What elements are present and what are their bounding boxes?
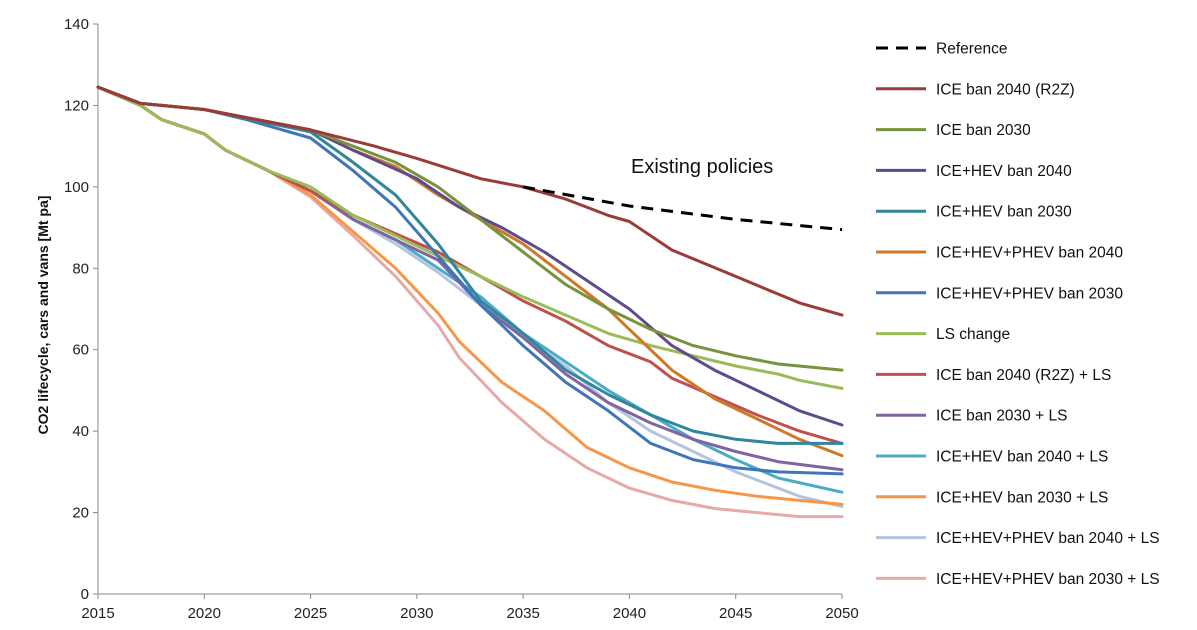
legend-item: ICE+HEV ban 2030: [876, 204, 1072, 221]
legend-item: ICE+HEV+PHEV ban 2040 + LS: [876, 530, 1160, 547]
y-tick-label: 40: [72, 423, 89, 440]
x-tick-label: 2045: [719, 605, 752, 622]
legend-label: ICE+HEV+PHEV ban 2040: [936, 245, 1123, 262]
legend-label: ICE ban 2030 + LS: [936, 408, 1067, 425]
series-line-6: [96, 85, 844, 476]
series-line-9: [96, 85, 844, 472]
series-layer: [96, 85, 844, 519]
legend-label: ICE ban 2030: [936, 122, 1031, 139]
legend-item: ICE+HEV+PHEV ban 2030: [876, 285, 1123, 302]
legend-item: ICE+HEV+PHEV ban 2040: [876, 245, 1123, 262]
series-line-7: [96, 85, 844, 390]
series-line-8: [96, 85, 844, 445]
legend-label: ICE ban 2040 (R2Z) + LS: [936, 367, 1111, 384]
series-line-1: [96, 85, 844, 317]
y-tick-label: 0: [81, 586, 89, 603]
y-tick-label: 20: [72, 505, 89, 522]
legend-label: ICE+HEV ban 2030: [936, 204, 1072, 221]
legend-item: ICE+HEV ban 2040: [876, 163, 1072, 180]
x-tick-label: 2015: [81, 605, 114, 622]
annotation-existing-policies: Existing policies: [631, 156, 773, 178]
legend-label: ICE+HEV ban 2030 + LS: [936, 489, 1108, 506]
series-line-12: [96, 85, 844, 508]
legend-item: ICE+HEV ban 2040 + LS: [876, 449, 1108, 466]
legend-label: ICE+HEV+PHEV ban 2030 + LS: [936, 571, 1160, 588]
y-tick-label: 80: [72, 260, 89, 277]
legend-item: ICE ban 2040 (R2Z): [876, 81, 1075, 98]
legend-item: ICE ban 2030 + LS: [876, 408, 1067, 425]
x-tick-label: 2030: [400, 605, 433, 622]
series-line-4: [96, 85, 844, 445]
legend-item: ICE+HEV ban 2030 + LS: [876, 489, 1108, 506]
legend-item: ICE+HEV+PHEV ban 2030 + LS: [876, 571, 1160, 588]
series-line-0: [522, 185, 843, 232]
y-tick-label: 100: [64, 179, 89, 196]
y-axis-title: CO2 lifecycle, cars and vans [Mt pa]: [35, 196, 51, 435]
legend-item: ICE ban 2040 (R2Z) + LS: [876, 367, 1111, 384]
y-axis-label: CO2 lifecycle, cars and vans [Mt pa]: [35, 196, 51, 435]
legend-item: Reference: [876, 41, 1008, 58]
legend-label: ICE+HEV+PHEV ban 2030: [936, 285, 1123, 302]
x-tick-label: 2025: [294, 605, 327, 622]
series-line-13: [96, 85, 844, 519]
x-tick-label: 2020: [188, 605, 221, 622]
legend-item: LS change: [876, 326, 1010, 343]
legend-label: LS change: [936, 326, 1010, 343]
legend-label: Reference: [936, 41, 1008, 58]
series-line-2: [96, 85, 844, 372]
legend-label: ICE+HEV ban 2040 + LS: [936, 449, 1108, 466]
legend-item: ICE ban 2030: [876, 122, 1031, 139]
legend-label: ICE+HEV ban 2040: [936, 163, 1072, 180]
y-tick-label: 120: [64, 97, 89, 114]
x-tick-label: 2035: [506, 605, 539, 622]
x-tick-label: 2040: [613, 605, 646, 622]
legend-label: ICE ban 2040 (R2Z): [936, 81, 1075, 98]
y-tick-label: 60: [72, 342, 89, 359]
legend: Reference ICE ban 2040 (R2Z) ICE ban 2030 I…: [876, 41, 1160, 588]
x-tick-label: 2050: [825, 605, 858, 622]
series-line-10: [96, 85, 844, 494]
legend-label: ICE+HEV+PHEV ban 2040 + LS: [936, 530, 1160, 547]
y-tick-label: 140: [64, 16, 89, 33]
